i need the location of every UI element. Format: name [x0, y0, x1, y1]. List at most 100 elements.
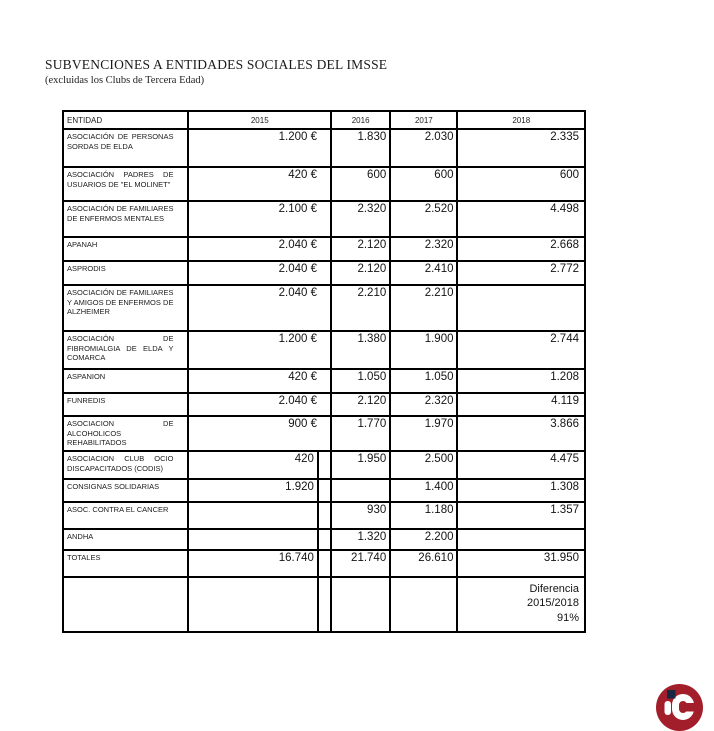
spacer-cell	[316, 501, 333, 530]
entity-name: ANDHA	[61, 528, 190, 551]
header-cell-2015: 2015	[187, 110, 333, 130]
logo-c-opening	[685, 703, 697, 712]
spacer-cell	[316, 450, 333, 480]
table-row: ASOCIACIÓN PADRES DE USUARIOS DE "EL MOL…	[61, 166, 586, 202]
table-row: ASOC. CONTRA EL CANCER 930 1.180 1.357	[61, 501, 586, 530]
header-row: ENTIDAD 2015 2016 2017 2018	[61, 110, 586, 130]
entity-name: APANAH	[61, 236, 190, 262]
value-2017: 600	[389, 166, 459, 202]
value-2015: 2.040 €	[187, 236, 333, 262]
value-2017: 2.030	[389, 128, 459, 168]
value-2018: 2.744	[456, 330, 586, 370]
value-2016: 1.830	[330, 128, 392, 168]
spacer-cell	[316, 528, 333, 551]
table-row: ANDHA 1.320 2.200	[61, 528, 586, 551]
value-2017: 1.180	[389, 501, 459, 530]
table-row: ASOCIACION CLUB OCIO DISCAPACITADOS (COD…	[61, 450, 586, 480]
value-2016: 2.120	[330, 392, 392, 417]
value-2018: 4.498	[456, 200, 586, 238]
value-2017: 2.520	[389, 200, 459, 238]
header-cell-2017: 2017	[389, 110, 459, 130]
document-subtitle: (excluidas los Clubs de Tercera Edad)	[45, 75, 205, 86]
table-row: FUNREDIS 2.040 € 2.120 2.320 4.119	[61, 392, 586, 417]
value-2015: 2.040 €	[187, 284, 333, 332]
table-row: ASPRODIS 2.040 € 2.120 2.410 2.772	[61, 260, 586, 286]
header-cell-2016: 2016	[330, 110, 392, 130]
total-2017: 26.610	[389, 549, 459, 578]
entity-name: ASOCIACIÓN DE FAMILIARES DE ENFERMOS MEN…	[61, 200, 190, 238]
diferencia-note: Diferencia 2015/2018 91%	[456, 576, 586, 633]
empty-cell	[187, 576, 319, 633]
value-2017: 2.200	[389, 528, 459, 551]
value-2017: 1.400	[389, 478, 459, 503]
value-2017: 1.900	[389, 330, 459, 370]
value-2016: 1.380	[330, 330, 392, 370]
value-2017: 2.500	[389, 450, 459, 480]
entity-name: ASOCIACION DE ALCOHOLICOS REHABILITADOS	[61, 415, 190, 452]
value-2018: 4.119	[456, 392, 586, 417]
table-row: ASOCIACION DE ALCOHOLICOS REHABILITADOS …	[61, 415, 586, 452]
value-2018: 2.668	[456, 236, 586, 262]
value-2015: 2.040 €	[187, 392, 333, 417]
entity-name: FUNREDIS	[61, 392, 190, 417]
value-2015: 420	[187, 450, 319, 480]
value-2016: 600	[330, 166, 392, 202]
empty-cell	[389, 576, 459, 633]
value-2016: 1.050	[330, 368, 392, 394]
value-2018: 4.475	[456, 450, 586, 480]
value-2018: 3.866	[456, 415, 586, 452]
value-2015: 1.200 €	[187, 128, 333, 168]
value-2016: 2.120	[330, 260, 392, 286]
value-2018: 1.208	[456, 368, 586, 394]
value-2015: 2.100 €	[187, 200, 333, 238]
value-2015	[187, 528, 319, 551]
table-row: ASPANION 420 € 1.050 1.050 1.208	[61, 368, 586, 394]
total-2018: 31.950	[456, 549, 586, 578]
value-2018: 2.772	[456, 260, 586, 286]
entity-name: CONSIGNAS SOLIDARIAS	[61, 478, 190, 503]
table-row: ASOCIACIÓN DE FAMILIARES DE ENFERMOS MEN…	[61, 200, 586, 238]
logo-i-stem	[664, 701, 671, 715]
value-2017: 2.320	[389, 392, 459, 417]
total-2015: 16.740	[187, 549, 319, 578]
value-2018	[456, 528, 586, 551]
value-2016: 2.210	[330, 284, 392, 332]
value-2016: 2.120	[330, 236, 392, 262]
value-2018: 600	[456, 166, 586, 202]
table-row: ASOCIACIÓN DE FAMILIARES Y AMIGOS DE ENF…	[61, 284, 586, 332]
value-2015: 1.920	[187, 478, 319, 503]
value-2016: 1.770	[330, 415, 392, 452]
value-2015: 2.040 €	[187, 260, 333, 286]
header-cell-entidad: ENTIDAD	[61, 110, 190, 130]
value-2015: 900 €	[187, 415, 333, 452]
empty-cell	[61, 576, 190, 633]
value-2016: 930	[330, 501, 392, 530]
value-2015: 1.200 €	[187, 330, 333, 370]
entity-name: ASOCIACIÓN PADRES DE USUARIOS DE "EL MOL…	[61, 166, 190, 202]
value-2017: 1.050	[389, 368, 459, 394]
table-row: CONSIGNAS SOLIDARIAS 1.920 1.400 1.308	[61, 478, 586, 503]
entity-name: ASOCIACION CLUB OCIO DISCAPACITADOS (COD…	[61, 450, 190, 480]
table-row: ASOCIACIÓN DE PERSONAS SORDAS DE ELDA 1.…	[61, 128, 586, 168]
value-2018: 1.308	[456, 478, 586, 503]
value-2017: 2.210	[389, 284, 459, 332]
grants-table: ENTIDAD 2015 2016 2017 2018 ASOCIACIÓN D…	[61, 110, 586, 633]
total-2016: 21.740	[330, 549, 392, 578]
value-2017: 2.320	[389, 236, 459, 262]
footer-row: Diferencia 2015/2018 91%	[61, 576, 586, 633]
entity-name: ASOCIACIÓN DE PERSONAS SORDAS DE ELDA	[61, 128, 190, 168]
value-2015: 420 €	[187, 166, 333, 202]
document-title: SUBVENCIONES A ENTIDADES SOCIALES DEL IM…	[45, 57, 388, 72]
value-2018	[456, 284, 586, 332]
value-2015: 420 €	[187, 368, 333, 394]
empty-cell	[330, 576, 392, 633]
value-2016: 1.950	[330, 450, 392, 480]
value-2016: 1.320	[330, 528, 392, 551]
spacer-cell	[316, 576, 333, 633]
value-2018: 1.357	[456, 501, 586, 530]
table-row: APANAH 2.040 € 2.120 2.320 2.668	[61, 236, 586, 262]
entity-name: ASPRODIS	[61, 260, 190, 286]
header-cell-2018: 2018	[456, 110, 586, 130]
value-2016: 2.320	[330, 200, 392, 238]
table-row: ASOCIACIÓN DE FIBROMIALGIA DE ELDA Y COM…	[61, 330, 586, 370]
